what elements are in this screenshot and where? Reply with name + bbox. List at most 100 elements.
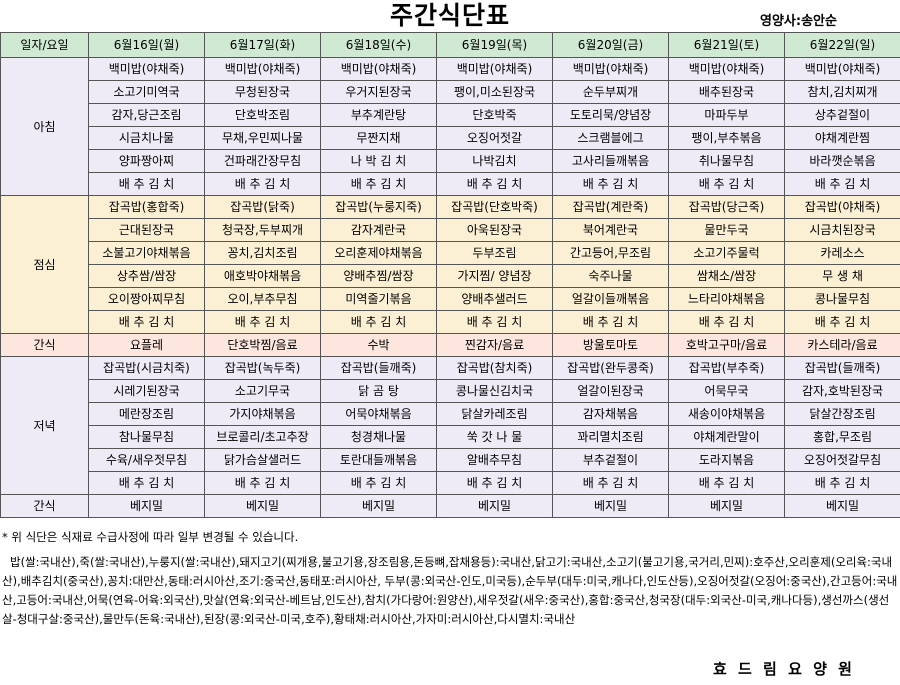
- menu-cell: 닭가슴살샐러드: [204, 448, 321, 472]
- dinner-row: 시레기된장국 소고기무국 닭 곰 탕 콩나물신김치국 얼갈이된장국 어묵무국 감자,호박된장…: [1, 379, 900, 403]
- menu-cell: 청국장,두부찌개: [204, 218, 321, 242]
- lunch-row: 오이짱아찌무침 오이,부추무침 미역줄기볶음 양배추샐러드 얼갈이들깨볶음 느타리야채볶음…: [1, 287, 900, 311]
- menu-cell: 알배추무침: [436, 448, 553, 472]
- day-header: 6월21일(토): [668, 32, 785, 58]
- menu-cell: 스크램블에그: [552, 126, 669, 150]
- menu-cell: 양배추찜/쌈장: [320, 264, 437, 288]
- menu-cell: 간고등어,무조림: [552, 241, 669, 265]
- menu-cell: 양배추샐러드: [436, 287, 553, 311]
- menu-cell: 백미밥(야채죽): [784, 57, 900, 81]
- facility-name: 효 드 림 요 양 원: [713, 660, 855, 678]
- menu-cell: 백미밥(야채죽): [204, 57, 321, 81]
- day-header: 6월18일(수): [320, 32, 437, 58]
- menu-cell: 호박고구마/음료: [668, 333, 785, 357]
- breakfast-row: 시금치나물 무채,우민찌나물 무짠지채 오징어젓갈 스크램블에그 팽이,부추볶음 야채계란찜: [1, 126, 900, 150]
- menu-cell: 야채계란찜: [784, 126, 900, 150]
- menu-cell: 순두부찌개: [552, 80, 669, 104]
- title-row: 주간식단표 영양사:송안순: [0, 0, 900, 32]
- menu-cell: 오이,부추무침: [204, 287, 321, 311]
- menu-cell: 새송이야채볶음: [668, 402, 785, 426]
- menu-cell: 북어계란국: [552, 218, 669, 242]
- menu-cell: 배 추 김 치: [668, 471, 785, 495]
- day-header: 6월17일(화): [204, 32, 321, 58]
- menu-cell: 배 추 김 치: [320, 172, 437, 196]
- menu-cell: 나 박 김 치: [320, 149, 437, 173]
- menu-cell: 베지밀: [436, 494, 553, 518]
- menu-cell: 백미밥(야채죽): [668, 57, 785, 81]
- breakfast-row: 감자,당근조림 단호박조림 부추계란탕 단호박죽 도토리묵/양념장 마파두부 상추겉절이: [1, 103, 900, 127]
- menu-cell: 꽈리멸치조림: [552, 425, 669, 449]
- menu-cell: 부추겉절이: [552, 448, 669, 472]
- breakfast-row: 양파짱아찌 건파래간장무침 나 박 김 치 나박김치 고사리들깨볶음 취나물무침 바라깻순볶…: [1, 149, 900, 173]
- lunch-row: 상추쌈/쌈장 애호박야채볶음 양배추찜/쌈장 가지찜/ 양념장 숙주나물 쌈채소/쌈장 무 …: [1, 264, 900, 288]
- menu-cell: 참나물무침: [88, 425, 205, 449]
- menu-cell: 근대된장국: [88, 218, 205, 242]
- menu-cell: 시레기된장국: [88, 379, 205, 403]
- menu-cell: 단호박죽: [436, 103, 553, 127]
- menu-cell: 잡곡밥(들깨죽): [320, 356, 437, 380]
- menu-cell: 나박김치: [436, 149, 553, 173]
- menu-cell: 잡곡밥(당근죽): [668, 195, 785, 219]
- menu-cell: 배 추 김 치: [784, 172, 900, 196]
- menu-cell: 닭살카레조림: [436, 402, 553, 426]
- menu-cell: 단호박찜/음료: [204, 333, 321, 357]
- menu-cell: 잡곡밥(완두콩죽): [552, 356, 669, 380]
- menu-cell: 두부조림: [436, 241, 553, 265]
- day-header: 6월16일(월): [88, 32, 205, 58]
- menu-cell: 수육/새우젓무침: [88, 448, 205, 472]
- menu-cell: 쌈채소/쌈장: [668, 264, 785, 288]
- menu-cell: 가지찜/ 양념장: [436, 264, 553, 288]
- menu-cell: 배 추 김 치: [436, 172, 553, 196]
- snack-evening-row: 간식 베지밀 베지밀 베지밀 베지밀 베지밀 베지밀 베지밀: [0, 494, 900, 518]
- menu-cell: 양파짱아찌: [88, 149, 205, 173]
- menu-cell: 고사리들깨볶음: [552, 149, 669, 173]
- menu-cell: 배 추 김 치: [88, 172, 205, 196]
- dinner-row: 메란장조림 가지야채볶음 어묵야채볶음 닭살카레조림 감자채볶음 새송이야채볶음 닭살간장조…: [1, 402, 900, 426]
- menu-cell: 베지밀: [204, 494, 321, 518]
- menu-cell: 방울토마토: [552, 333, 669, 357]
- menu-cell: 배 추 김 치: [668, 172, 785, 196]
- menu-cell: 배 추 김 치: [320, 310, 437, 334]
- weekly-menu-table: 일자/요일 6월16일(월) 6월17일(화) 6월18일(수) 6월19일(목) 6월2…: [0, 32, 900, 518]
- menu-cell: 카레소스: [784, 241, 900, 265]
- day-header: 6월20일(금): [552, 32, 669, 58]
- menu-cell: 도토리묵/양념장: [552, 103, 669, 127]
- menu-cell: 잡곡밥(계란죽): [552, 195, 669, 219]
- menu-cell: 배 추 김 치: [552, 471, 669, 495]
- menu-cell: 오징어젓갈무침: [784, 448, 900, 472]
- change-notice: * 위 식단은 식재료 수급사정에 따라 일부 변경될 수 있습니다.: [2, 530, 299, 544]
- dietitian-label: 영양사:송안순: [760, 14, 837, 29]
- day-header: 6월22일(일): [784, 32, 900, 58]
- menu-cell: 소고기미역국: [88, 80, 205, 104]
- menu-cell: 얼갈이된장국: [552, 379, 669, 403]
- menu-cell: 잡곡밥(부추죽): [668, 356, 785, 380]
- menu-cell: 애호박야채볶음: [204, 264, 321, 288]
- menu-cell: 베지밀: [88, 494, 205, 518]
- menu-cell: 부추계란탕: [320, 103, 437, 127]
- menu-cell: 물만두국: [668, 218, 785, 242]
- breakfast-row: 소고기미역국 무청된장국 우거지된장국 팽이,미소된장국 순두부찌개 배추된장국 참치,김치…: [1, 80, 900, 104]
- menu-cell: 배 추 김 치: [204, 471, 321, 495]
- menu-cell: 닭 곰 탕: [320, 379, 437, 403]
- snack-evening-label: 간식: [0, 494, 89, 518]
- header-corner: 일자/요일: [0, 32, 89, 58]
- menu-cell: 배 추 김 치: [320, 471, 437, 495]
- breakfast-label: 아침: [0, 57, 89, 196]
- dinner-row: 수육/새우젓무침 닭가슴살샐러드 토란대들깨볶음 알배추무침 부추겉절이 도라지볶음 오징어…: [1, 448, 900, 472]
- menu-cell: 느타리야채볶음: [668, 287, 785, 311]
- page-title: 주간식단표: [389, 1, 510, 30]
- menu-cell: 소고기무국: [204, 379, 321, 403]
- menu-cell: 배 추 김 치: [436, 310, 553, 334]
- menu-cell: 아욱된장국: [436, 218, 553, 242]
- menu-cell: 백미밥(야채죽): [320, 57, 437, 81]
- header-row: 일자/요일 6월16일(월) 6월17일(화) 6월18일(수) 6월19일(목) 6월2…: [0, 32, 900, 58]
- menu-cell: 배 추 김 치: [784, 310, 900, 334]
- menu-cell: 무청된장국: [204, 80, 321, 104]
- menu-cell: 배 추 김 치: [436, 471, 553, 495]
- menu-cell: 배 추 김 치: [552, 172, 669, 196]
- menu-cell: 감자채볶음: [552, 402, 669, 426]
- menu-cell: 야채계란말이: [668, 425, 785, 449]
- menu-cell: 잡곡밥(야채죽): [784, 195, 900, 219]
